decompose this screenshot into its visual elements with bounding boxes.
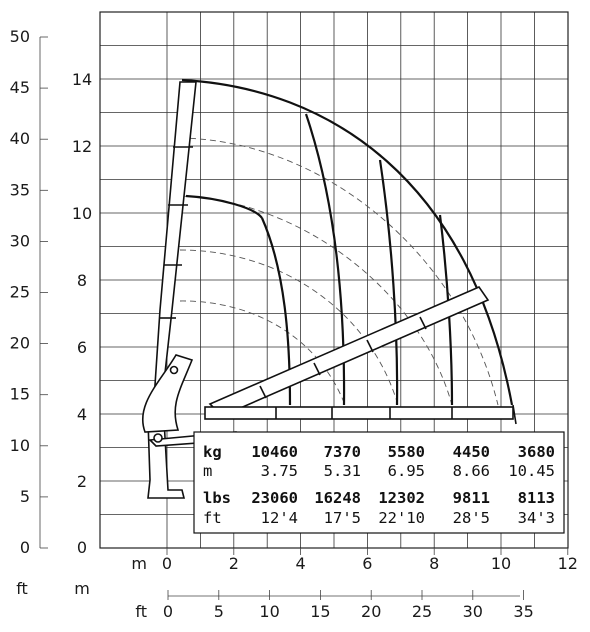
pivot-pin-3 — [169, 365, 179, 375]
row-m-value-4: 8.66 — [453, 462, 490, 480]
row-m-label: m — [203, 462, 212, 480]
horiz-tip — [512, 404, 517, 425]
left-m-tick-label: 4 — [77, 405, 87, 424]
boom-tip-curve-2 — [304, 113, 346, 406]
left-m-tick-label: 14 — [72, 70, 92, 89]
diagonal-boom-outline — [208, 286, 490, 417]
row-kg-value-5: 3680 — [518, 443, 555, 461]
left-ft-axis: 0 5 10 15 20 25 30 35 40 45 50 — [10, 27, 48, 557]
row-ft-value-2: 17'5 — [324, 509, 361, 527]
left-m-tick-label: 2 — [77, 472, 87, 491]
left-m-tick-label: 6 — [77, 338, 87, 357]
capacity-table-box — [193, 431, 565, 534]
row-lbs-value-4: 9811 — [453, 489, 490, 507]
left-m-axis: 2 4 6 8 10 12 14 — [72, 70, 92, 491]
bottom-m-axis: 0 2 4 6 8 10 12 — [162, 548, 578, 573]
bottom-m-unit-label: m — [131, 554, 147, 573]
row-lbs-value-3: 12302 — [378, 489, 425, 507]
dashed-arc-2 — [179, 249, 399, 406]
plot-frame — [99, 11, 569, 549]
row-m-value-3: 6.95 — [388, 462, 425, 480]
dashed-arc-4 — [179, 137, 499, 406]
diagonal-boom — [208, 286, 490, 417]
left-ft-tick-label: 45 — [10, 78, 30, 97]
row-m-value-1: 3.75 — [261, 462, 298, 480]
row-kg-value-1: 10460 — [251, 443, 298, 461]
row-kg-value-2: 7370 — [324, 443, 361, 461]
row-kg-value-3: 5580 — [388, 443, 425, 461]
dashed-arc-3 — [179, 195, 453, 406]
diag-joint-2 — [313, 362, 321, 376]
bottom-ft-axis: 0 5 10 15 20 25 30 35 — [163, 590, 534, 621]
left-ft-tick-label: 35 — [10, 180, 30, 199]
left-ft-tick-label: 0 — [20, 538, 30, 557]
dashed-arc-1 — [179, 300, 346, 406]
row-lbs-value-1: 23060 — [251, 489, 298, 507]
left-ft-tick-label: 40 — [10, 129, 30, 148]
left-ft-tick-label: 10 — [10, 436, 30, 455]
row-kg-value-4: 4450 — [453, 443, 490, 461]
left-ft-tick-label: 25 — [10, 283, 30, 302]
row-ft-label: ft — [203, 509, 222, 527]
bottom-ft-tick-label: 35 — [513, 602, 533, 621]
diag-joint-1 — [259, 385, 267, 399]
bottom-ft-tick-label: 0 — [163, 602, 173, 621]
vertical-boom-outline — [153, 81, 197, 401]
left-m-unit-label: m — [74, 579, 90, 598]
row-ft-value-1: 12'4 — [261, 509, 298, 527]
capacity-table: kg 10460 7370 5580 4450 3680 m 3.75 5.31… — [193, 431, 565, 534]
row-lbs-label: lbs — [203, 489, 231, 507]
bottom-m-tick-label: 12 — [558, 554, 578, 573]
left-m-tick-label: 10 — [72, 204, 92, 223]
bottom-ft-tick-label: 25 — [412, 602, 432, 621]
left-ft-unit-label: ft — [16, 579, 28, 598]
left-ft-tick-label: 50 — [10, 27, 30, 46]
vertical-boom — [153, 81, 197, 401]
bottom-ft-tick-label: 15 — [310, 602, 330, 621]
pivot-pin-1 — [153, 433, 163, 443]
bottom-ft-unit-label: ft — [135, 602, 147, 621]
row-kg-label: kg — [203, 443, 222, 461]
row-m-value-2: 5.31 — [324, 462, 361, 480]
row-ft-value-4: 28'5 — [453, 509, 490, 527]
outer-envelope-curve — [181, 78, 514, 406]
row-ft-value-5: 34'3 — [518, 509, 555, 527]
bottom-ft-tick-label: 30 — [463, 602, 483, 621]
horizontal-boom — [204, 404, 517, 425]
row-m-value-5: 10.45 — [508, 462, 555, 480]
left-m-tick-label: 8 — [77, 271, 87, 290]
bottom-m-tick-label: 4 — [296, 554, 306, 573]
left-ft-tick-label: 15 — [10, 385, 30, 404]
bottom-m-tick-label: 0 — [162, 554, 172, 573]
boom-tip-curve-3 — [378, 159, 399, 406]
bottom-m-tick-label: 2 — [229, 554, 239, 573]
row-lbs-value-5: 8113 — [518, 489, 555, 507]
left-ft-tick-label: 30 — [10, 231, 30, 250]
left-m-tick-label: 12 — [72, 137, 92, 156]
left-ft-tick-label: 5 — [20, 487, 30, 506]
bottom-ft-tick-label: 5 — [214, 602, 224, 621]
inner-envelope-curve — [185, 194, 263, 219]
bottom-m-tick-label: 6 — [362, 554, 372, 573]
dashed-radius-arcs — [179, 137, 499, 406]
diag-joint-4 — [419, 316, 427, 330]
crane-knuckle — [142, 354, 194, 433]
bottom-m-tick-label: 10 — [491, 554, 511, 573]
diag-joint-3 — [366, 339, 374, 353]
bottom-ft-tick-label: 20 — [361, 602, 381, 621]
row-lbs-value-2: 16248 — [314, 489, 361, 507]
bottom-ft-tick-label: 10 — [259, 602, 279, 621]
bottom-m-tick-label: 8 — [429, 554, 439, 573]
row-ft-value-3: 22'10 — [378, 509, 425, 527]
horizontal-boom-outline — [204, 406, 514, 420]
left-ft-tick-label: 20 — [10, 334, 30, 353]
left-m-zero-label: 0 — [77, 538, 87, 557]
